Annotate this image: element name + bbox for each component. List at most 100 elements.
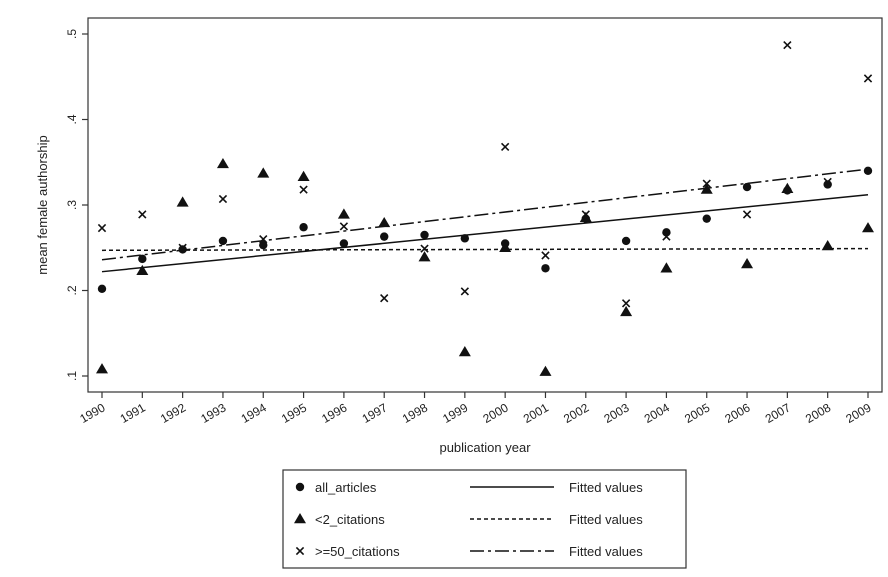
point-triangle	[297, 170, 310, 181]
point-x	[863, 74, 873, 83]
point-circle	[259, 240, 268, 250]
point-circle	[299, 223, 308, 232]
point-x	[460, 287, 470, 296]
point-triangle	[96, 363, 108, 374]
point-x	[702, 179, 711, 188]
y-tick-label: .3	[65, 200, 79, 210]
axes: .1 .2 .3 .4 .5 1990 1991 1992 1993 1994 1995 1996 19…	[65, 17, 883, 426]
legend-marker-x	[295, 546, 305, 556]
point-circle	[218, 236, 228, 246]
point-circle	[97, 284, 107, 293]
point-triangle	[539, 365, 552, 376]
point-triangle	[458, 346, 471, 357]
point-circle	[621, 236, 631, 246]
point-x	[662, 232, 671, 241]
x-tick-label: 1998	[400, 400, 430, 426]
legend-series-label: all_articles	[315, 480, 377, 495]
point-triangle	[821, 240, 834, 251]
x-tick-label: 2008	[803, 400, 833, 426]
point-triangle	[700, 183, 713, 194]
point-triangle	[741, 257, 754, 269]
point-circle	[138, 254, 147, 264]
point-triangle	[862, 222, 874, 233]
point-circle	[863, 166, 873, 175]
point-x	[541, 251, 550, 260]
point-x	[500, 142, 510, 152]
x-tick-label: 1993	[198, 400, 228, 426]
point-x	[380, 294, 389, 303]
point-triangle	[499, 241, 512, 252]
point-circle	[420, 230, 429, 240]
point-circle	[702, 214, 711, 223]
y-axis-label: mean female authorship	[35, 135, 50, 274]
x-tick-label: 1991	[118, 400, 148, 426]
point-x	[299, 185, 308, 194]
point-circle	[460, 234, 470, 243]
fitted-lines	[101, 168, 869, 273]
point-triangle	[781, 182, 794, 193]
point-x	[420, 244, 429, 253]
x-tick-label: 2005	[682, 400, 712, 426]
point-circle	[823, 180, 832, 189]
x-tick-label: 2002	[561, 400, 591, 426]
point-circle	[339, 239, 349, 248]
fitted-line-dashdot	[101, 168, 869, 261]
x-tick-label: 2009	[843, 400, 873, 426]
fitted-line-dashed	[101, 247, 869, 252]
point-triangle	[579, 211, 592, 223]
point-x	[97, 223, 107, 233]
point-x	[621, 299, 631, 308]
point-triangle	[418, 251, 431, 262]
x-tick-label: 1997	[360, 400, 390, 426]
point-triangle	[257, 167, 270, 178]
point-circle	[742, 182, 752, 192]
legend: all_articles <2_citations >=50_citations Fi…	[282, 469, 687, 569]
point-triangle	[337, 208, 350, 219]
legend-marker-circle	[295, 482, 305, 492]
x-tick-label: 1995	[279, 400, 309, 426]
point-x	[218, 194, 228, 204]
point-triangle	[378, 216, 391, 228]
x-tick-label: 2006	[722, 400, 752, 426]
legend-marker-triangle	[294, 513, 306, 524]
point-triangle	[620, 305, 633, 317]
data-points	[96, 40, 874, 376]
point-triangle	[176, 196, 189, 207]
x-tick-label: 2004	[642, 400, 672, 426]
legend-series-label: <2_citations	[315, 512, 385, 527]
legend-fit-label: Fitted values	[569, 480, 643, 495]
y-tick-label: .5	[65, 29, 79, 39]
x-tick-label: 2000	[481, 400, 511, 426]
fitted-line-solid	[101, 193, 869, 273]
x-axis-label: publication year	[439, 440, 531, 455]
point-x	[823, 177, 832, 187]
point-triangle	[660, 262, 673, 273]
y-tick-label: .4	[65, 114, 79, 124]
legend-fit-label: Fitted values	[569, 544, 643, 559]
point-circle	[662, 228, 671, 237]
point-circle	[541, 264, 550, 273]
x-tick-label: 1990	[77, 400, 107, 426]
point-circle	[178, 245, 187, 254]
x-tick-label: 1992	[158, 400, 188, 426]
point-x	[783, 40, 792, 50]
point-circle	[380, 232, 389, 241]
y-tick-label: .1	[65, 371, 79, 381]
x-tick-label: 2001	[521, 400, 551, 426]
point-triangle	[136, 264, 149, 276]
point-x	[339, 222, 349, 231]
legend-fit-label: Fitted values	[569, 512, 643, 527]
point-x	[259, 235, 268, 244]
point-x	[178, 243, 187, 252]
y-tick-label: .2	[65, 285, 79, 295]
point-x	[581, 210, 590, 219]
legend-series-label: >=50_citations	[315, 544, 400, 559]
x-tick-label: 1994	[239, 400, 269, 426]
point-triangle	[216, 157, 229, 169]
point-x	[742, 210, 752, 219]
x-tick-label: 2003	[601, 400, 631, 426]
x-tick-label: 2007	[763, 400, 793, 426]
x-tick-label: 1996	[319, 400, 349, 426]
